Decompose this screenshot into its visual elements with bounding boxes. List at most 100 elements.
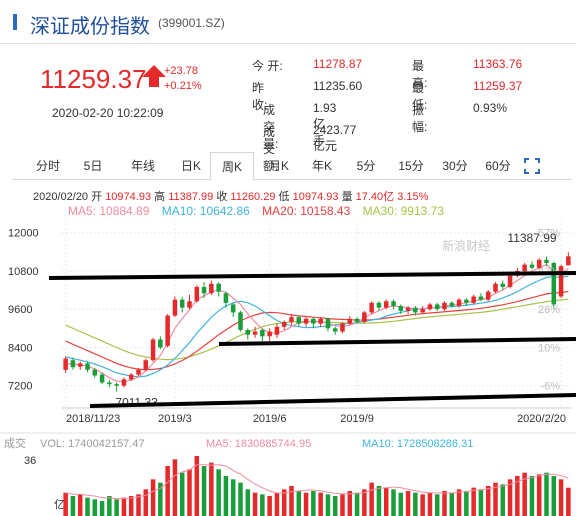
candle-body-12	[150, 339, 156, 361]
volume-bar-59	[493, 482, 498, 516]
volume-bar-28	[267, 496, 272, 516]
open-value: 11278.87	[313, 57, 363, 71]
volume-bar-13	[158, 482, 163, 516]
tab-5[interactable]: 月K	[268, 159, 289, 173]
tab-4[interactable]: 周K	[210, 152, 254, 181]
volume-bar-10	[136, 494, 141, 516]
volume-bar-43	[376, 486, 382, 516]
volume-bar-52	[442, 491, 447, 516]
tab-6[interactable]: 年K	[311, 159, 332, 173]
volume-bar-41	[362, 489, 367, 516]
x-tick-2: 2019/6	[253, 413, 287, 425]
bar-close-label: 收	[216, 191, 228, 203]
trend-line-middle	[218, 337, 576, 346]
pct-tick-3: 10%	[538, 342, 560, 354]
candle-body-40	[354, 318, 360, 322]
volume-bar-11	[143, 489, 149, 516]
y-tick-2: 9600	[8, 304, 32, 316]
candle-body-18	[194, 286, 200, 302]
volume-bar-9	[128, 496, 134, 516]
candle-body-13	[158, 339, 163, 348]
y-tick-4: 7200	[8, 381, 32, 393]
volume-bar-63	[522, 472, 527, 516]
candle-body-17	[187, 301, 192, 308]
volume-bar-65	[536, 474, 542, 516]
index-code: (399001.SZ)	[158, 16, 225, 30]
candle-body-3	[85, 363, 90, 370]
tab-1[interactable]: 5日	[83, 159, 103, 173]
volume-bar-54	[456, 489, 462, 516]
candle-body-0	[63, 358, 68, 370]
volume-bar-4	[92, 499, 98, 516]
candle-body-24	[238, 312, 243, 330]
tab-8[interactable]: 15分	[398, 159, 424, 173]
volume-bar-69	[566, 487, 571, 516]
candle-body-64	[529, 264, 535, 268]
candle-body-20	[209, 283, 214, 294]
volume-bar-36	[325, 494, 331, 516]
volume-bar-2	[77, 494, 83, 516]
candle-body-23	[230, 304, 236, 313]
y-tick-1: 10800	[8, 266, 39, 278]
candle-body-44	[383, 301, 389, 308]
candle-body-31	[289, 317, 294, 322]
amount-label: 成交额:	[263, 125, 279, 173]
volume-bar-42	[369, 482, 374, 516]
fullscreen-icon[interactable]	[524, 158, 540, 174]
volume-bar-53	[449, 492, 455, 516]
volume-bar-7	[114, 499, 119, 516]
candle-body-2	[77, 363, 83, 367]
change-percent: +0.21%	[164, 80, 202, 92]
prev-close-label: 昨 收:	[252, 81, 268, 112]
candle-body-19	[201, 286, 207, 294]
volume-unit: 亿	[54, 498, 65, 511]
candle-body-42	[369, 302, 374, 313]
trend-line-top	[48, 271, 576, 280]
tab-9[interactable]: 30分	[442, 159, 468, 173]
volume-bar-46	[398, 492, 404, 516]
volume-bar-37	[332, 496, 338, 516]
volume-bar-14	[165, 466, 170, 516]
tab-2[interactable]: 年线	[130, 159, 155, 173]
bar-high-label: 高	[154, 191, 166, 203]
tab-0[interactable]: 分时	[35, 159, 60, 173]
volume-bar-66	[544, 472, 549, 516]
volume-bar-45	[391, 489, 396, 516]
volume-bar-24	[238, 482, 243, 516]
volume-ma5-text: MA5: 1830885744.95	[206, 438, 311, 450]
volume-bar-0	[63, 492, 68, 516]
candle-body-69	[566, 256, 571, 266]
candle-body-29	[274, 326, 280, 335]
tab-10[interactable]: 60分	[485, 159, 511, 173]
ma5-line	[65, 263, 569, 383]
volume-bar-55	[464, 491, 469, 516]
candles	[63, 252, 571, 392]
ma5-legend: MA5: 10884.89	[68, 204, 150, 218]
volume-bar-12	[150, 479, 156, 516]
volume-bar-22	[223, 476, 229, 516]
amplitude-label: 振 幅:	[412, 103, 428, 134]
candle-body-22	[223, 293, 229, 303]
candle-body-61	[507, 275, 513, 287]
tab-7[interactable]: 5分	[356, 159, 376, 173]
y-axis-labels: 12000 10800 9600 8400 7200	[8, 228, 39, 393]
volume-bar-21	[216, 469, 221, 516]
candle-body-67	[551, 263, 557, 305]
volume-bar-50	[427, 492, 433, 516]
volume-panel: 成交 VOL: 1740042157.47 MA5: 1830885744.95 MA…	[0, 432, 576, 516]
quote-datetime: 2020-02-20 10:22:09	[52, 106, 164, 120]
bar-vol: 17.40亿	[355, 191, 395, 203]
x-axis-labels: 2018/11/23 2019/3 2019/6 2019/9 2020/2/20	[66, 413, 566, 425]
x-tick-3: 2019/9	[340, 413, 374, 425]
volume-bar-49	[420, 494, 425, 516]
volume-bar-1	[70, 496, 76, 516]
candle-body-66	[544, 259, 549, 264]
tab-3[interactable]: 日K	[180, 159, 201, 173]
bar-pct: 3.15%	[397, 191, 429, 203]
volume-bar-67	[551, 476, 557, 516]
volume-bar-61	[507, 479, 513, 516]
bar-open-label: 开	[91, 191, 103, 203]
candle-body-50	[427, 304, 433, 310]
candle-body-32	[296, 317, 302, 324]
